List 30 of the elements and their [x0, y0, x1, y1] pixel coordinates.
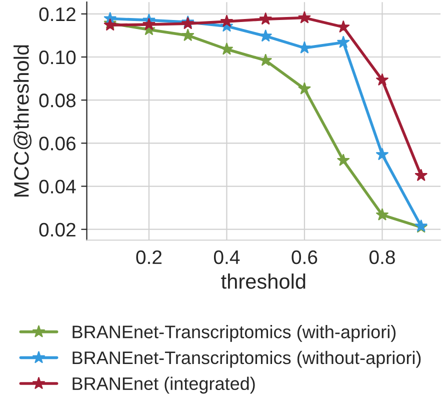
y-tick-label: 0.10 — [39, 50, 76, 64]
legend-label: BRANEnet-Transcriptomics (with-apriori) — [72, 325, 396, 342]
point — [376, 208, 389, 220]
y-tick-label: 0.08 — [39, 94, 76, 108]
x-tick-label: 0.2 — [136, 250, 162, 264]
point — [142, 18, 156, 30]
point — [414, 168, 428, 182]
point — [336, 36, 350, 48]
legend-label: BRANEnet (integrated) — [72, 376, 255, 394]
point — [336, 20, 350, 33]
y-axis-title: MCC@threshold — [14, 45, 32, 197]
y-tick-label: 0.02 — [39, 222, 76, 237]
point — [259, 12, 272, 25]
point — [298, 82, 311, 94]
point — [220, 14, 234, 28]
y-tick-label: 0.04 — [39, 180, 76, 194]
point — [181, 28, 194, 42]
x-axis-title: threshold — [221, 274, 306, 289]
point — [376, 148, 389, 160]
y-tick-label: 0.06 — [39, 136, 76, 150]
x-tick-label: 0.8 — [369, 250, 395, 264]
point — [298, 11, 311, 24]
x-tick-label: 0.6 — [292, 250, 318, 264]
point — [259, 29, 272, 42]
x-tick-label: 0.4 — [214, 250, 240, 264]
point — [376, 73, 389, 86]
legend-label: BRANEnet-Transcriptomics (without-apriori) — [72, 350, 421, 368]
y-tick-label: 0.12 — [39, 7, 76, 22]
point — [220, 42, 234, 55]
point — [336, 154, 350, 166]
